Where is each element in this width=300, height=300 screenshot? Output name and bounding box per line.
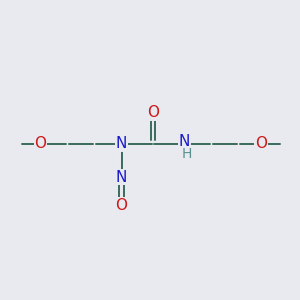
Text: O: O bbox=[147, 105, 159, 120]
Text: N: N bbox=[116, 136, 127, 152]
Text: N: N bbox=[179, 134, 190, 149]
Text: O: O bbox=[34, 136, 46, 152]
Text: H: H bbox=[182, 147, 192, 160]
Text: O: O bbox=[116, 198, 128, 213]
Text: N: N bbox=[116, 169, 127, 184]
Text: O: O bbox=[255, 136, 267, 152]
